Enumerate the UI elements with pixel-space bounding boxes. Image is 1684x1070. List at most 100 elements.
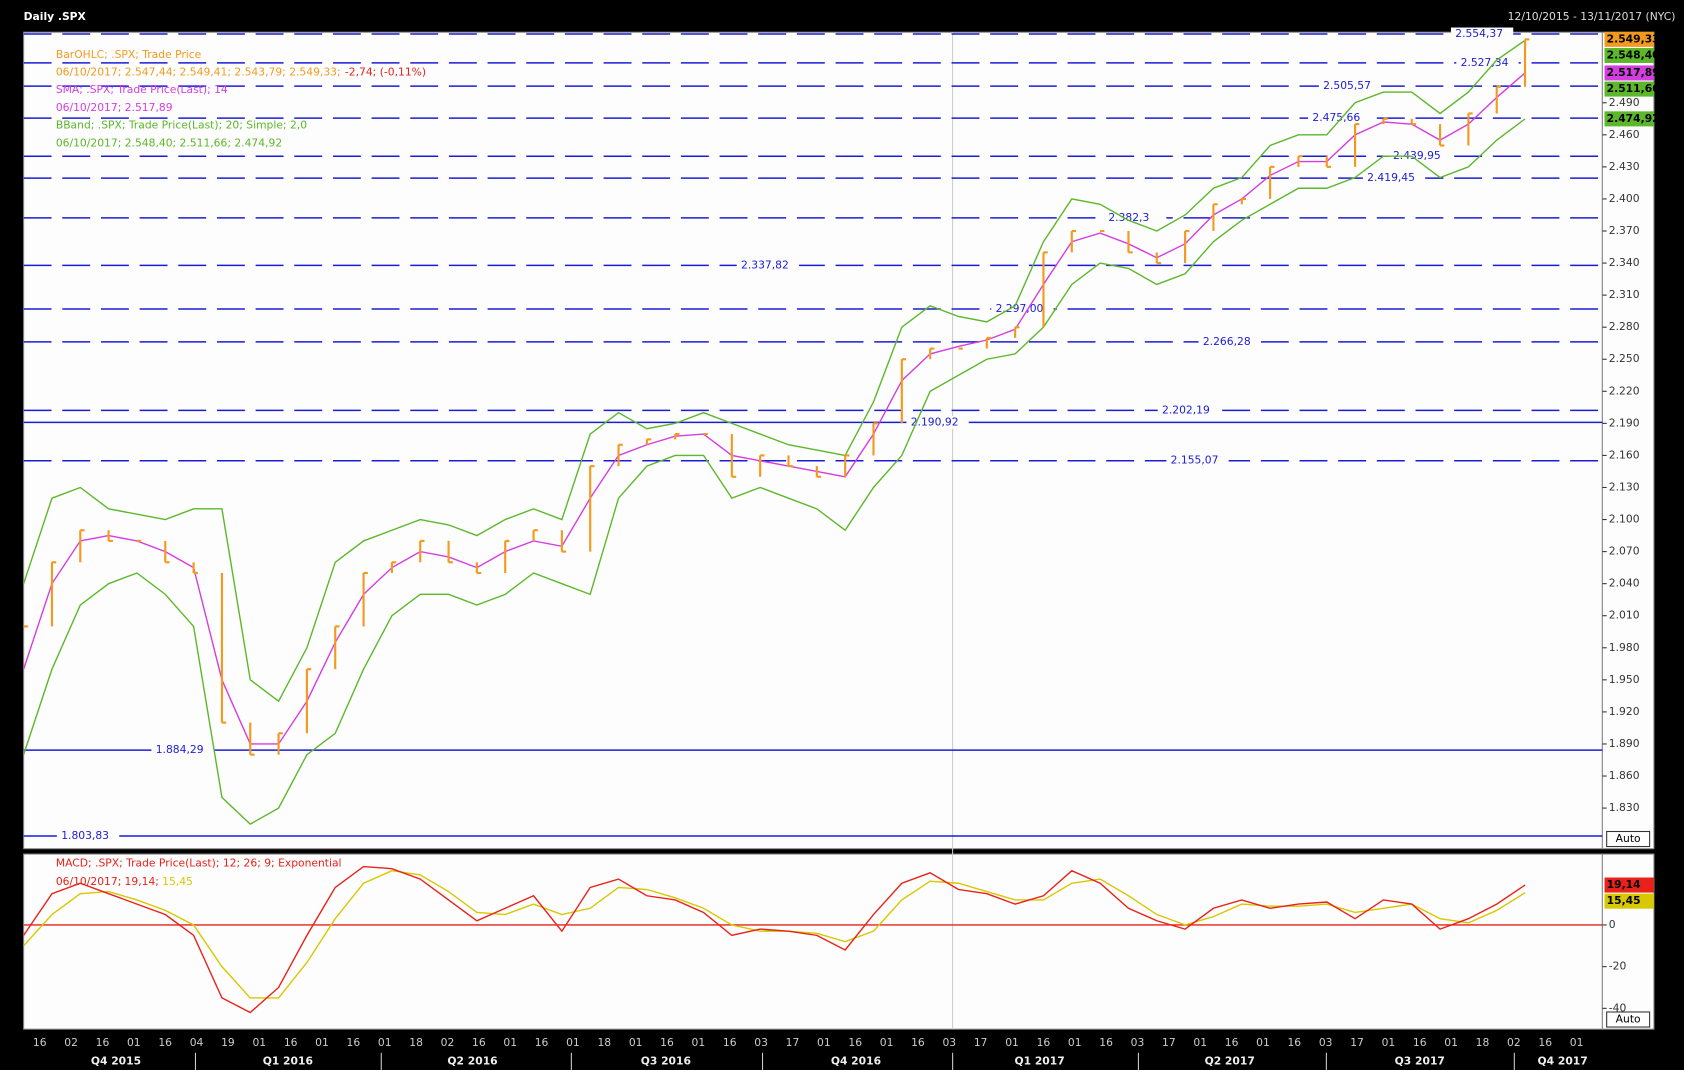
x-tick-label: 17 <box>1350 1036 1364 1049</box>
scale-mode: Auto <box>1616 832 1641 845</box>
x-tick-label: 01 <box>629 1036 643 1049</box>
x-tick-label: 01 <box>1444 1036 1458 1049</box>
x-tick-label: 16 <box>1413 1036 1427 1049</box>
value-badge-label: 2.474,92 <box>1607 112 1660 125</box>
level-label: 2.337,82 <box>741 258 789 271</box>
level-label-bg <box>991 302 1054 316</box>
x-tick-label: 16 <box>911 1036 925 1049</box>
value-badge-label: 2.548,40 <box>1607 48 1660 61</box>
x-tick-label: 16 <box>1287 1036 1301 1049</box>
legend-text: 06/10/2017; 2.517,89 <box>56 101 173 114</box>
x-tick-label: 16 <box>347 1036 361 1049</box>
legend-signal: 15,45 <box>162 875 193 888</box>
quarter-label: Q2 2017 <box>1205 1054 1255 1067</box>
x-tick-label: 18 <box>409 1036 423 1049</box>
x-tick-label: 03 <box>1319 1036 1333 1049</box>
date-range: 12/10/2015 - 13/11/2017 (NYC) <box>1508 10 1676 23</box>
x-tick-label: 16 <box>660 1036 674 1049</box>
y-tick-label: 2.010 <box>1609 609 1640 622</box>
price-axis-panel <box>1601 31 1655 850</box>
x-tick-label: 04 <box>190 1036 204 1049</box>
x-tick-label: 17 <box>1162 1036 1176 1049</box>
x-tick-label: 01 <box>692 1036 706 1049</box>
level-label: 2.554,37 <box>1455 27 1503 40</box>
value-badge <box>1604 31 1654 47</box>
y-tick-label: 1.860 <box>1609 769 1640 782</box>
level-label: 2.190,92 <box>911 415 959 428</box>
y-tick-label: 2.160 <box>1609 448 1640 461</box>
x-tick-label: 16 <box>848 1036 862 1049</box>
x-tick-label: 16 <box>1099 1036 1113 1049</box>
level-label-bg <box>1166 454 1229 468</box>
legend-macd: 19,14; <box>125 875 159 888</box>
quarter-label: Q4 2016 <box>831 1054 881 1067</box>
value-badge-label: 2.511,66 <box>1607 82 1660 95</box>
y-tick-label: 1.950 <box>1609 673 1640 686</box>
y-tick-label: 2.280 <box>1609 320 1640 333</box>
x-tick-label: 16 <box>158 1036 172 1049</box>
x-tick-label: 01 <box>1193 1036 1207 1049</box>
y-tick-label: 1.890 <box>1609 737 1640 750</box>
y-tick-label: 1.920 <box>1609 705 1640 718</box>
chart-title: Daily .SPX <box>24 10 87 23</box>
sma-line <box>22 72 1526 745</box>
value-badge <box>1604 65 1654 81</box>
y-tick-label: 2.100 <box>1609 513 1640 526</box>
macd-line <box>23 865 1526 1014</box>
quarter-label: Q2 2016 <box>447 1054 497 1067</box>
x-tick-label: 03 <box>942 1036 956 1049</box>
value-badge <box>1604 111 1654 127</box>
level-label: 2.202,19 <box>1162 403 1210 416</box>
x-tick-label: 16 <box>1225 1036 1239 1049</box>
x-tick-label: 01 <box>1068 1036 1082 1049</box>
x-tick-label: 17 <box>786 1036 800 1049</box>
x-tick-label: 01 <box>1382 1036 1396 1049</box>
bband-upper <box>22 39 1526 703</box>
level-label: 1.803,83 <box>61 829 109 842</box>
scale-box <box>1606 1011 1651 1028</box>
y-tick-label: 2.130 <box>1609 480 1640 493</box>
quarter-label: Q3 2017 <box>1395 1054 1445 1067</box>
x-tick-label: 01 <box>1256 1036 1270 1049</box>
legend-change: -2,74; (-0,11%) <box>345 66 426 79</box>
x-tick-label: 01 <box>566 1036 580 1049</box>
legend-text: BBand; .SPX; Trade Price(Last); 20; Simp… <box>56 119 307 132</box>
x-tick-label: 02 <box>1507 1036 1521 1049</box>
x-tick-label: 01 <box>880 1036 894 1049</box>
x-tick-label: 02 <box>441 1036 455 1049</box>
x-tick-label: 02 <box>64 1036 78 1049</box>
value-badge <box>1604 47 1654 63</box>
price-panel <box>23 31 1603 850</box>
x-tick-label: 16 <box>33 1036 47 1049</box>
x-tick-label: 01 <box>503 1036 517 1049</box>
x-tick-label: 01 <box>1005 1036 1019 1049</box>
level-label-bg <box>56 829 120 843</box>
level-label: 2.475,66 <box>1312 111 1360 124</box>
x-tick-label: 01 <box>1570 1036 1584 1049</box>
level-label: 2.266,28 <box>1203 335 1251 348</box>
x-tick-label: 16 <box>535 1036 549 1049</box>
level-label-bg <box>1388 149 1451 163</box>
x-tick-label: 16 <box>1037 1036 1051 1049</box>
x-tick-label: 03 <box>754 1036 768 1049</box>
legend-text: 06/10/2017; 19,14; 15,45 <box>56 875 193 888</box>
x-tick-label: 16 <box>96 1036 110 1049</box>
value-badge <box>1604 893 1654 909</box>
y-tick-label: 2.220 <box>1609 384 1640 397</box>
value-badge-label: 15,45 <box>1607 894 1641 907</box>
y-tick-label: 2.460 <box>1609 128 1640 141</box>
level-label: 2.439,95 <box>1393 149 1441 162</box>
scale-box <box>1606 830 1651 848</box>
y-tick-label: 2.430 <box>1609 160 1640 173</box>
x-tick-label: 01 <box>252 1036 266 1049</box>
level-label-bg <box>1198 335 1261 349</box>
quarter-label: Q4 2015 <box>91 1054 141 1067</box>
scale-mode: Auto <box>1616 1013 1641 1026</box>
y-tick-label: -20 <box>1609 960 1627 973</box>
level-label-bg <box>1450 27 1514 41</box>
x-tick-label: 19 <box>221 1036 235 1049</box>
y-tick-label: 2.400 <box>1609 192 1640 205</box>
legend-text: 06/10/2017; 2.547,44; 2.549,41; 2.543,79… <box>56 66 426 79</box>
bband-lower <box>22 118 1526 825</box>
x-tick-label: 18 <box>597 1036 611 1049</box>
